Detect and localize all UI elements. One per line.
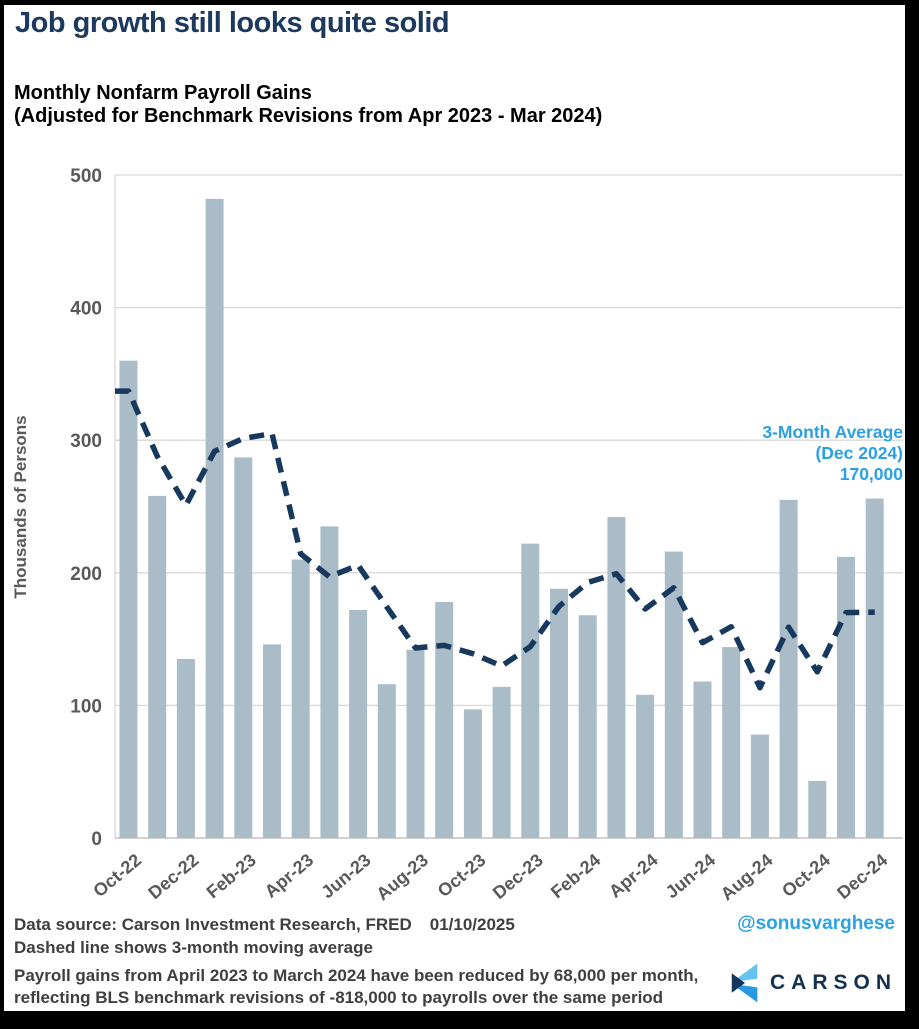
payroll-bar	[550, 588, 568, 838]
x-tick-label: Oct-22	[89, 850, 145, 901]
x-tick-label: Dec-24	[833, 850, 891, 903]
payroll-chart-svg: 0 100 200 300 400 500 Oct-22 Dec-22 Feb-23 Apr-23…	[11, 166, 904, 905]
payroll-bar	[406, 649, 425, 838]
chart-subtitle: Monthly Nonfarm Payroll Gains (Adjusted …	[14, 82, 602, 128]
payroll-bar	[664, 551, 683, 838]
x-tick-label: Apr-23	[261, 850, 318, 902]
frame-border-right	[905, 0, 919, 1029]
payroll-bar-chart: 0 100 200 300 400 500 Oct-22 Dec-22 Feb-23 Apr-23…	[0, 155, 919, 905]
payroll-bar	[119, 360, 138, 838]
moving-average-annotation: (Dec 2024)	[815, 443, 903, 463]
y-tick-label: 500	[70, 166, 102, 187]
payroll-bar	[176, 658, 195, 838]
chart-subtitle-line2: (Adjusted for Benchmark Revisions from A…	[14, 105, 603, 127]
x-tick-label: Oct-23	[434, 850, 490, 901]
disclaimer-line1: Payroll gains from April 2023 to March 2…	[14, 966, 699, 985]
y-tick-label: 400	[70, 299, 102, 320]
frame-border-left	[0, 0, 4, 1029]
frame-border-top	[0, 0, 919, 5]
y-tick-label: 100	[70, 696, 102, 717]
payroll-bar	[148, 495, 167, 838]
x-tick-label: Oct-24	[778, 850, 834, 901]
y-tick-label: 0	[91, 829, 102, 850]
y-tick-label: 300	[70, 431, 102, 452]
payroll-bar	[320, 526, 339, 838]
payroll-bar	[578, 615, 597, 838]
report-date: 01/10/2025	[429, 915, 515, 934]
payroll-bar	[377, 684, 396, 838]
x-tick-label: Jun-24	[662, 850, 719, 903]
social-handle: @sonusvarghese	[737, 913, 895, 934]
payroll-bar	[607, 517, 626, 838]
carson-logo: CARSON	[730, 962, 897, 1004]
footer-source-block: Data source: Carson Investment Research,…	[14, 913, 515, 959]
moving-average-line	[115, 388, 875, 691]
carson-wordmark: CARSON	[769, 971, 897, 994]
x-tick-label: Dec-22	[144, 850, 202, 903]
x-tick-label: Apr-24	[605, 850, 662, 902]
payroll-bar	[234, 457, 253, 838]
payroll-bar	[837, 556, 855, 838]
x-tick-label: Aug-23	[372, 850, 432, 905]
x-tick-label: Jun-23	[317, 850, 374, 903]
disclaimer-line2: reflecting BLS benchmark revisions of -8…	[14, 988, 664, 1007]
payroll-bar	[291, 559, 310, 838]
moving-average-note: Dashed line shows 3-month moving average	[14, 938, 373, 957]
payroll-bar	[779, 499, 798, 838]
chart-subtitle-line1: Monthly Nonfarm Payroll Gains	[14, 82, 312, 104]
frame-border-bottom	[0, 1011, 919, 1029]
footer-disclaimer-block: Payroll gains from April 2023 to March 2…	[14, 965, 698, 1009]
payroll-bar	[263, 644, 281, 838]
payroll-bar	[435, 601, 454, 838]
data-source-label: Data source: Carson Investment Research,…	[14, 915, 412, 934]
x-tick-label: Aug-24	[717, 850, 777, 905]
payroll-bar	[808, 780, 827, 838]
carson-logo-mark-icon	[731, 963, 758, 1003]
moving-average-annotation: 3-Month Average	[762, 422, 903, 442]
x-tick-label: Feb-23	[203, 850, 260, 903]
y-axis-title: Thousands of Persons	[11, 415, 30, 598]
payroll-bar	[205, 198, 224, 839]
payroll-bar	[521, 543, 540, 838]
x-tick-label: Dec-23	[489, 850, 547, 903]
payroll-bar	[693, 681, 712, 838]
payroll-bar	[463, 709, 482, 838]
payroll-bar	[636, 694, 655, 838]
payroll-bar	[349, 609, 368, 838]
x-tick-label: Feb-24	[547, 850, 604, 903]
payroll-bar	[722, 647, 741, 838]
page-title: Job growth still looks quite solid	[15, 7, 450, 39]
data-source-line: Data source: Carson Investment Research,…	[14, 913, 515, 936]
payroll-bar	[492, 686, 511, 838]
moving-average-annotation: 170,000	[840, 464, 904, 484]
y-tick-label: 200	[70, 564, 102, 585]
payroll-bar	[865, 498, 884, 838]
payroll-bar	[750, 734, 769, 838]
